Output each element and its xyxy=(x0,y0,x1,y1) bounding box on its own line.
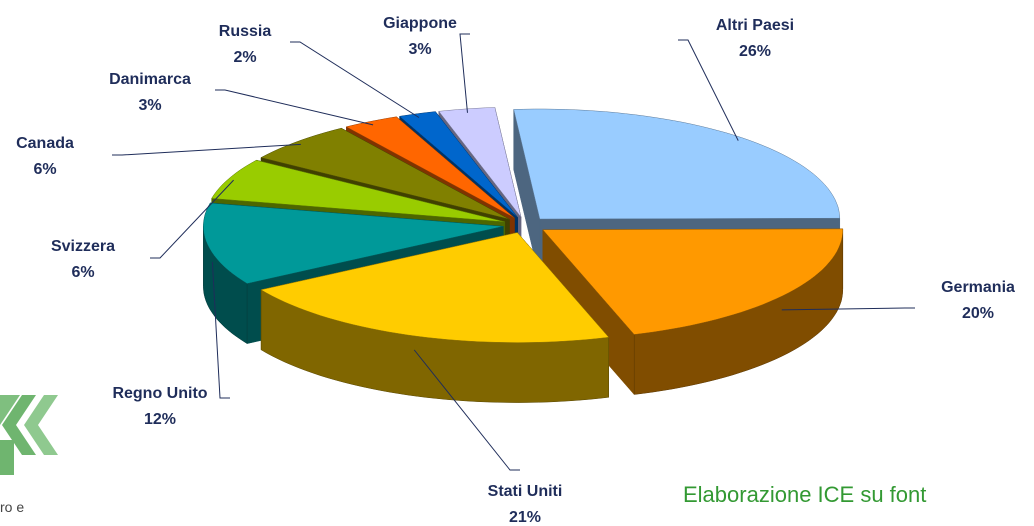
slice xyxy=(398,111,518,218)
logo-shape xyxy=(0,395,20,425)
slice-label: Altri Paesi xyxy=(716,17,794,34)
logo xyxy=(0,395,58,475)
source: Elaborazione ICE su font xyxy=(683,482,926,507)
leader-line xyxy=(112,143,301,156)
leader-line xyxy=(678,39,739,141)
slice xyxy=(260,127,510,220)
slice xyxy=(513,108,841,220)
slice-group xyxy=(542,228,844,396)
slice-value: 2% xyxy=(233,49,256,66)
slice-label: Regno Unito xyxy=(112,385,207,402)
slice-value: 3% xyxy=(138,97,161,114)
leader-line xyxy=(290,41,420,118)
leader-line xyxy=(150,179,234,259)
slice xyxy=(260,232,610,343)
slice xyxy=(438,107,522,218)
leader-line xyxy=(781,307,915,311)
slice-value: 26% xyxy=(739,43,771,60)
slice-value: 3% xyxy=(408,41,431,58)
slice xyxy=(345,116,515,219)
slice-group xyxy=(260,231,610,403)
leader-line xyxy=(215,89,374,126)
slice-label: Giappone xyxy=(383,15,457,32)
slice-label: Stati Uniti xyxy=(488,483,563,500)
logo-shape xyxy=(2,395,36,455)
leader-line xyxy=(211,261,230,399)
slice xyxy=(542,228,844,335)
leader-line xyxy=(413,349,520,471)
slice-label: Canada xyxy=(16,135,74,152)
slice-value: 12% xyxy=(144,411,176,428)
logo-shape xyxy=(24,395,58,455)
slice-label: Russia xyxy=(219,23,272,40)
leader-line xyxy=(459,33,470,113)
slice-value: 21% xyxy=(509,509,541,526)
logo-text: ro e xyxy=(0,499,24,515)
slice-value: 20% xyxy=(962,305,994,322)
slice-label: Danimarca xyxy=(109,71,191,88)
slice-value: 6% xyxy=(33,161,56,178)
logo-shape xyxy=(0,440,14,475)
slice xyxy=(211,159,505,223)
slice-label: Germania xyxy=(941,279,1015,296)
slice xyxy=(203,202,504,284)
slice-value: 6% xyxy=(71,264,94,281)
slice-label: Svizzera xyxy=(51,238,115,255)
